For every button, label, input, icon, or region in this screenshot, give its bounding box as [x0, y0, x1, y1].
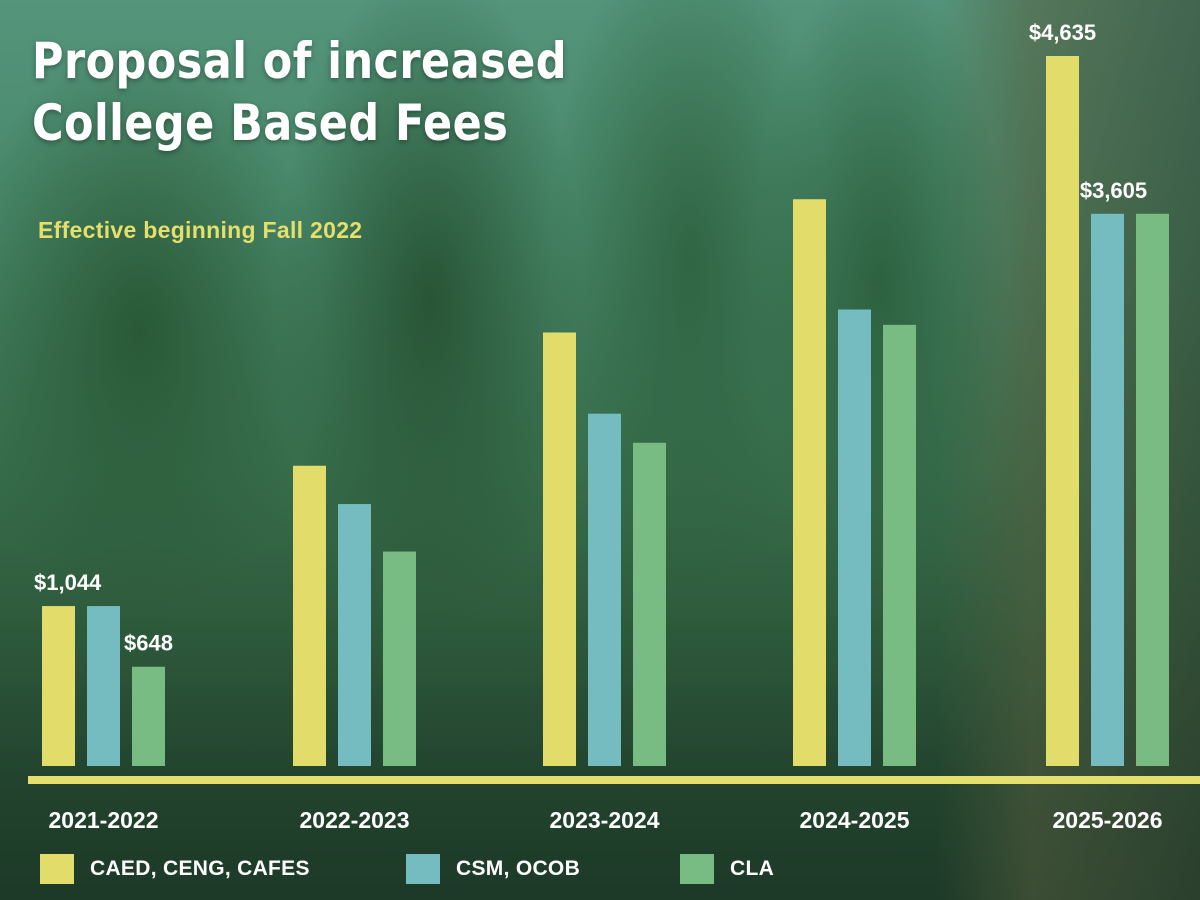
data-label-2021-2022-series-0: $1,044: [34, 570, 102, 595]
bar-2021-2022-series-2: [132, 666, 165, 766]
x-tick-label-2021-2022: 2021-2022: [49, 807, 159, 833]
bar-2022-2023-series-1: [338, 504, 371, 766]
bar-2023-2024-series-2: [633, 442, 666, 766]
x-tick-label-2025-2026: 2025-2026: [1053, 807, 1163, 833]
bar-2021-2022-series-1: [87, 606, 120, 766]
legend-item-csm: CSM, OCOB: [406, 854, 680, 884]
bar-2023-2024-series-0: [543, 332, 576, 766]
bar-2021-2022-series-0: [42, 606, 75, 766]
x-tick-label-2023-2024: 2023-2024: [550, 807, 660, 833]
legend-swatch-csm: [406, 854, 440, 884]
legend-item-caed: CAED, CENG, CAFES: [40, 854, 406, 884]
chart-title: Proposal of increased College Based Fees: [32, 30, 567, 154]
chart-legend: CAED, CENG, CAFES CSM, OCOB CLA: [40, 852, 774, 886]
legend-swatch-cla: [680, 854, 714, 884]
bar-2022-2023-series-0: [293, 465, 326, 766]
legend-label-cla: CLA: [730, 857, 775, 880]
x-tick-label-2024-2025: 2024-2025: [800, 807, 910, 833]
legend-label-caed: CAED, CENG, CAFES: [90, 857, 310, 880]
data-label-2021-2022-series-2: $648: [124, 631, 173, 656]
chart-title-line-1: Proposal of increased: [32, 32, 567, 90]
data-label-2025-2026-series-0: $4,635: [1029, 20, 1096, 45]
chart-title-line-2: College Based Fees: [32, 94, 509, 152]
bar-2024-2025-series-0: [793, 199, 826, 766]
legend-swatch-caed: [40, 854, 74, 884]
bar-2023-2024-series-1: [588, 413, 621, 766]
chart-subtitle: Effective beginning Fall 2022: [38, 217, 363, 243]
bar-2024-2025-series-1: [838, 309, 871, 766]
x-tick-label-2022-2023: 2022-2023: [300, 807, 410, 833]
x-axis-baseline: [28, 776, 1200, 784]
bar-2025-2026-series-1: [1091, 213, 1124, 766]
bar-2022-2023-series-2: [383, 551, 416, 766]
bar-2025-2026-series-0: [1046, 56, 1079, 766]
bar-2025-2026-series-2: [1136, 213, 1169, 766]
legend-label-csm: CSM, OCOB: [456, 857, 581, 880]
bar-2024-2025-series-2: [883, 324, 916, 766]
legend-item-cla: CLA: [680, 854, 774, 884]
data-label-2025-2026-series-2: $3,605: [1080, 178, 1147, 203]
